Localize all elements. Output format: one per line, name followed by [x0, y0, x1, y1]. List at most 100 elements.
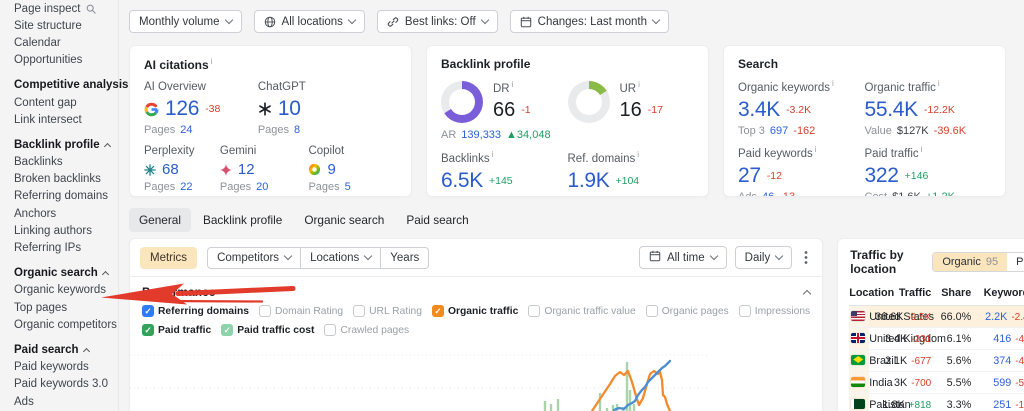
search-title: Search: [738, 57, 779, 71]
filter-best-links-off[interactable]: Best links: Off: [376, 10, 498, 33]
sidebar-item-opportunities[interactable]: Opportunities: [0, 52, 118, 69]
kebab-menu-icon[interactable]: [800, 250, 812, 265]
keywords-value[interactable]: 251: [993, 398, 1012, 411]
subtext-part: +1.2K: [925, 190, 955, 197]
toggle-organic[interactable]: Organic 95: [933, 253, 1008, 271]
change-value: +145: [489, 174, 513, 187]
change-value: +146: [904, 169, 929, 182]
tab-organic-search[interactable]: Organic search: [304, 213, 385, 227]
sidebar-item-paid-keywords[interactable]: Paid keywords: [0, 359, 118, 376]
ai-citations-card: AI citations i AI Overview 126 -38 Pages 24 Ch…: [129, 45, 412, 197]
checkbox-domain-rating[interactable]: Domain Rating: [258, 305, 343, 317]
sidebar-item-page-inspect[interactable]: Page inspect: [0, 0, 118, 17]
sidebar-item-content-gap[interactable]: Content gap: [0, 94, 118, 111]
granularity-button[interactable]: Daily: [734, 246, 793, 269]
change-value: -12: [766, 169, 782, 182]
segment-competitors[interactable]: Competitors: [207, 246, 302, 269]
sidebar-item-referring-domains[interactable]: Referring domains: [0, 188, 118, 205]
sidebar-item-anchors[interactable]: Anchors: [0, 205, 118, 222]
keywords-value[interactable]: 374: [993, 354, 1012, 367]
traffic-value: 1.8K: [882, 398, 905, 411]
info-icon: i: [637, 149, 640, 159]
toggle-paid[interactable]: Paid3: [1007, 253, 1024, 271]
subtext-part: -162: [793, 124, 816, 137]
metrics-button[interactable]: Metrics: [140, 246, 198, 269]
sidebar-section-paid-search[interactable]: Paid search: [0, 341, 118, 358]
time-range-button[interactable]: All time: [638, 246, 727, 269]
flag-cell: [849, 327, 870, 350]
share-value: 6.1%: [931, 327, 972, 350]
tab-general[interactable]: General: [129, 208, 191, 232]
stat-label: Ref. domains i: [568, 150, 695, 165]
sidebar-label: Backlink profile: [14, 138, 100, 151]
sidebar-section-competitive-analysis[interactable]: Competitive analysis: [0, 77, 137, 94]
sidebar-item-backlinks[interactable]: Backlinks: [0, 154, 118, 171]
filter-all-locations[interactable]: All locations: [253, 10, 365, 33]
sidebar-item-referring-ips[interactable]: Referring IPs: [0, 239, 118, 256]
subtext-part: 22: [180, 181, 193, 193]
checkbox-impressions[interactable]: Impressions: [738, 305, 810, 317]
sidebar-item-ads[interactable]: Ads: [0, 393, 118, 410]
checkbox-box: ✓: [221, 324, 234, 336]
change-value: -17: [647, 104, 663, 117]
sidebar-item-site-structure[interactable]: Site structure: [0, 17, 118, 34]
gauge-value-row: 66 -1: [493, 99, 531, 122]
metric-subtext: Ads 46 -13: [738, 191, 865, 196]
sidebar-item-organic-keywords[interactable]: Organic keywords: [0, 282, 118, 299]
checkbox-referring-domains[interactable]: ✓ Referring domains: [142, 305, 249, 317]
info-icon: i: [511, 80, 514, 89]
segment-locations[interactable]: Locations: [300, 246, 382, 269]
tab-backlink-profile[interactable]: Backlink profile: [202, 213, 283, 227]
checkbox-paid-traffic-cost[interactable]: ✓ Paid traffic cost: [221, 324, 314, 336]
sidebar-item-organic-competitors[interactable]: Organic competitors: [0, 316, 118, 333]
ai-metric-label: AI Overview: [144, 81, 206, 93]
checkbox-crawled-pages[interactable]: Crawled pages: [324, 324, 409, 336]
metric-subtext: Pages 22: [144, 181, 220, 193]
metric-subtext: All time 29.4K: [441, 196, 568, 197]
tab-paid-search[interactable]: Paid search: [406, 213, 469, 227]
chevron-up-icon: [101, 271, 109, 279]
sidebar-item-calendar[interactable]: Calendar: [0, 34, 118, 51]
sidebar-item-paid-keywords-3-0[interactable]: Paid keywords 3.0: [0, 376, 118, 393]
checkbox-paid-traffic[interactable]: ✓ Paid traffic: [142, 324, 211, 336]
keywords-value[interactable]: 416: [993, 332, 1012, 345]
checkbox-organic-traffic[interactable]: ✓ Organic traffic: [431, 305, 518, 317]
checkbox-url-rating[interactable]: URL Rating: [353, 305, 422, 317]
flag-cell: [849, 349, 870, 372]
checkbox-box: ✓: [142, 324, 154, 336]
sidebar-item-link-intersect[interactable]: Link intersect: [0, 111, 118, 128]
info-icon: i: [210, 57, 213, 66]
keywords-value[interactable]: 2.2K: [985, 310, 1008, 323]
chevron-down-icon: [347, 15, 357, 25]
bar-paid-traffic: [598, 393, 602, 411]
sidebar-label: Backlinks: [14, 156, 63, 169]
checkbox-organic-pages[interactable]: Organic pages: [645, 305, 729, 317]
filter-changes-last-month[interactable]: Changes: Last month: [509, 10, 669, 33]
traffic-cell: 36.6K -9.5K: [869, 305, 932, 328]
flag-cell: [849, 305, 870, 328]
checkbox-organic-traffic-value[interactable]: Organic traffic value: [528, 305, 636, 317]
metrics-bar: Metrics Competitors Locations Years All ti…: [130, 239, 823, 277]
collapse-chevron-icon[interactable]: [802, 289, 812, 298]
sidebar-section-backlink-profile[interactable]: Backlink profile: [0, 136, 118, 153]
flag-cell: [849, 371, 870, 394]
ai-metric-label: ChatGPT: [257, 81, 306, 93]
segment-years[interactable]: Years: [380, 246, 430, 269]
subtext-part: 139,333: [461, 128, 502, 141]
sidebar-item-linking-authors[interactable]: Linking authors: [0, 222, 118, 239]
keywords-value[interactable]: 599: [993, 376, 1012, 389]
subtext-part: 697: [769, 124, 789, 137]
column-header-traffic: Traffic: [869, 284, 932, 306]
sidebar-label: Site structure: [14, 19, 82, 32]
change-value: -1: [521, 104, 531, 117]
sidebar-section-organic-search[interactable]: Organic search: [0, 265, 118, 282]
sidebar-item-top-pages[interactable]: Top pages: [0, 299, 118, 316]
filter-monthly-volume[interactable]: Monthly volume: [129, 10, 242, 33]
stat-label-text: Paid traffic: [864, 147, 919, 160]
sidebar-item-broken-backlinks[interactable]: Broken backlinks: [0, 171, 118, 188]
